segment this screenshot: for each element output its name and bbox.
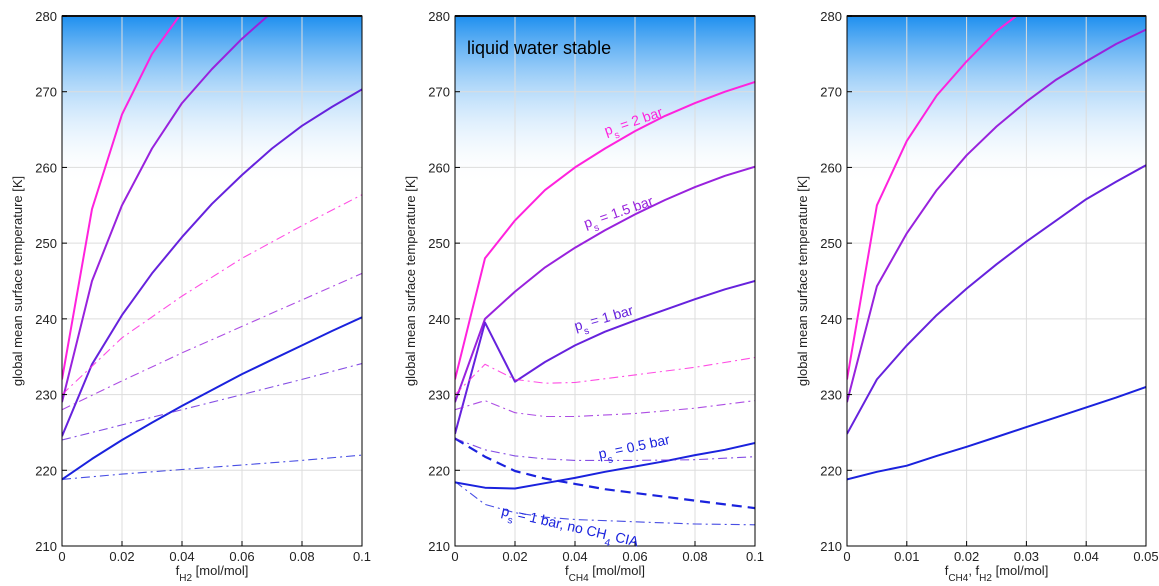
y-tick-label: 280 <box>35 9 57 24</box>
y-tick-label: 280 <box>820 9 842 24</box>
series-line-magenta-dashdot <box>62 194 362 395</box>
y-tick-label: 230 <box>428 388 450 403</box>
y-tick-label: 280 <box>428 9 450 24</box>
series-line-purple-solid <box>455 165 755 403</box>
x-axis-label: fH2 [mol/mol] <box>176 563 249 584</box>
x-tick-label: 0 <box>843 549 850 564</box>
liquid-water-region <box>62 16 362 186</box>
y-tick-label: 260 <box>428 160 450 175</box>
y-tick-label: 220 <box>820 463 842 478</box>
x-tick-label: 0 <box>58 549 65 564</box>
y-tick-label: 250 <box>35 236 57 251</box>
x-tick-label: 0.02 <box>502 549 527 564</box>
y-axis-label: global mean surface temperature [K] <box>10 176 25 386</box>
x-axis-label: fCH4 [mol/mol] <box>565 563 645 584</box>
y-tick-label: 210 <box>820 539 842 554</box>
series-line-blue-solid <box>62 316 362 481</box>
x-tick-label: 0.04 <box>562 549 587 564</box>
series-line-violet-solid <box>455 280 755 435</box>
y-tick-label: 270 <box>428 85 450 100</box>
y-tick-label: 260 <box>35 160 57 175</box>
series-line-magenta-solid <box>62 16 181 380</box>
curve-annotation: ps = 1.5 bar <box>582 192 658 236</box>
y-tick-label: 210 <box>428 539 450 554</box>
x-tick-label: 0 <box>451 549 458 564</box>
y-tick-label: 270 <box>820 85 842 100</box>
y-tick-label: 270 <box>35 85 57 100</box>
y-tick-label: 260 <box>820 160 842 175</box>
x-tick-label: 0.06 <box>622 549 647 564</box>
series-line-magenta-solid <box>847 16 1019 380</box>
x-tick-label: 0.04 <box>169 549 194 564</box>
y-tick-label: 220 <box>35 463 57 478</box>
series-line-magenta-solid <box>455 80 755 380</box>
panel-ch4: 0 0.02 0.04 0.06 0.08 0.1 210 220 230 240 250 260 27… <box>403 9 764 584</box>
x-tick-label: 0.1 <box>746 549 764 564</box>
series-line-blue-dashdot <box>62 454 362 480</box>
panel-ch4-h2: 0 0.01 0.02 0.03 0.04 0.05 210 220 230 240 250 260 2… <box>795 9 1159 584</box>
y-tick-label: 210 <box>35 539 57 554</box>
y-tick-label: 250 <box>428 236 450 251</box>
y-tick-label: 240 <box>428 312 450 327</box>
curve-annotation: ps = 1 bar, no CH4 CIA <box>499 502 641 555</box>
y-tick-label: 240 <box>35 312 57 327</box>
series-line-blue-solid <box>847 386 1146 481</box>
x-axis-label: fCH4, fH2 [mol/mol] <box>945 563 1049 584</box>
series-line-violet-solid <box>62 88 362 437</box>
series-line-blue-solid <box>455 442 755 490</box>
x-tick-label: 0.08 <box>682 549 707 564</box>
series-line-violet-solid <box>847 164 1146 435</box>
x-tick-label: 0.04 <box>1074 549 1099 564</box>
y-tick-label: 240 <box>820 312 842 327</box>
liquid-water-label: liquid water stable <box>467 38 611 58</box>
liquid-water-region <box>847 16 1146 186</box>
y-axis-label: global mean surface temperature [K] <box>795 176 810 386</box>
series-line-purple-dashdot <box>62 272 362 411</box>
x-tick-label: 0.01 <box>894 549 919 564</box>
x-tick-label: 0.1 <box>353 549 371 564</box>
series-line-blue-dashed <box>455 437 755 510</box>
y-tick-label: 250 <box>820 236 842 251</box>
x-tick-label: 0.02 <box>954 549 979 564</box>
liquid-water-region <box>455 16 755 186</box>
series-line-purple-dashdot <box>455 400 755 418</box>
series-line-violet-dashdot <box>455 437 755 461</box>
x-tick-label: 0.02 <box>109 549 134 564</box>
series-line-blue-dashdot <box>455 481 755 526</box>
curve-annotation: ps = 1 bar <box>572 302 637 339</box>
y-axis-label: global mean surface temperature [K] <box>403 176 418 386</box>
x-tick-label: 0.03 <box>1014 549 1039 564</box>
series-line-purple-solid <box>847 28 1146 403</box>
series-line-violet-dashdot <box>62 362 362 441</box>
series-line-purple-solid <box>62 16 270 403</box>
y-tick-label: 230 <box>820 388 842 403</box>
series-line-magenta-dashdot <box>455 356 755 395</box>
x-tick-label: 0.06 <box>229 549 254 564</box>
x-tick-label: 0.08 <box>289 549 314 564</box>
x-tick-label: 0.05 <box>1133 549 1158 564</box>
y-tick-label: 230 <box>35 388 57 403</box>
y-tick-label: 220 <box>428 463 450 478</box>
panel-h2: 0 0.02 0.04 0.06 0.08 0.1 210 220 230 240 250 260 27… <box>10 9 371 584</box>
